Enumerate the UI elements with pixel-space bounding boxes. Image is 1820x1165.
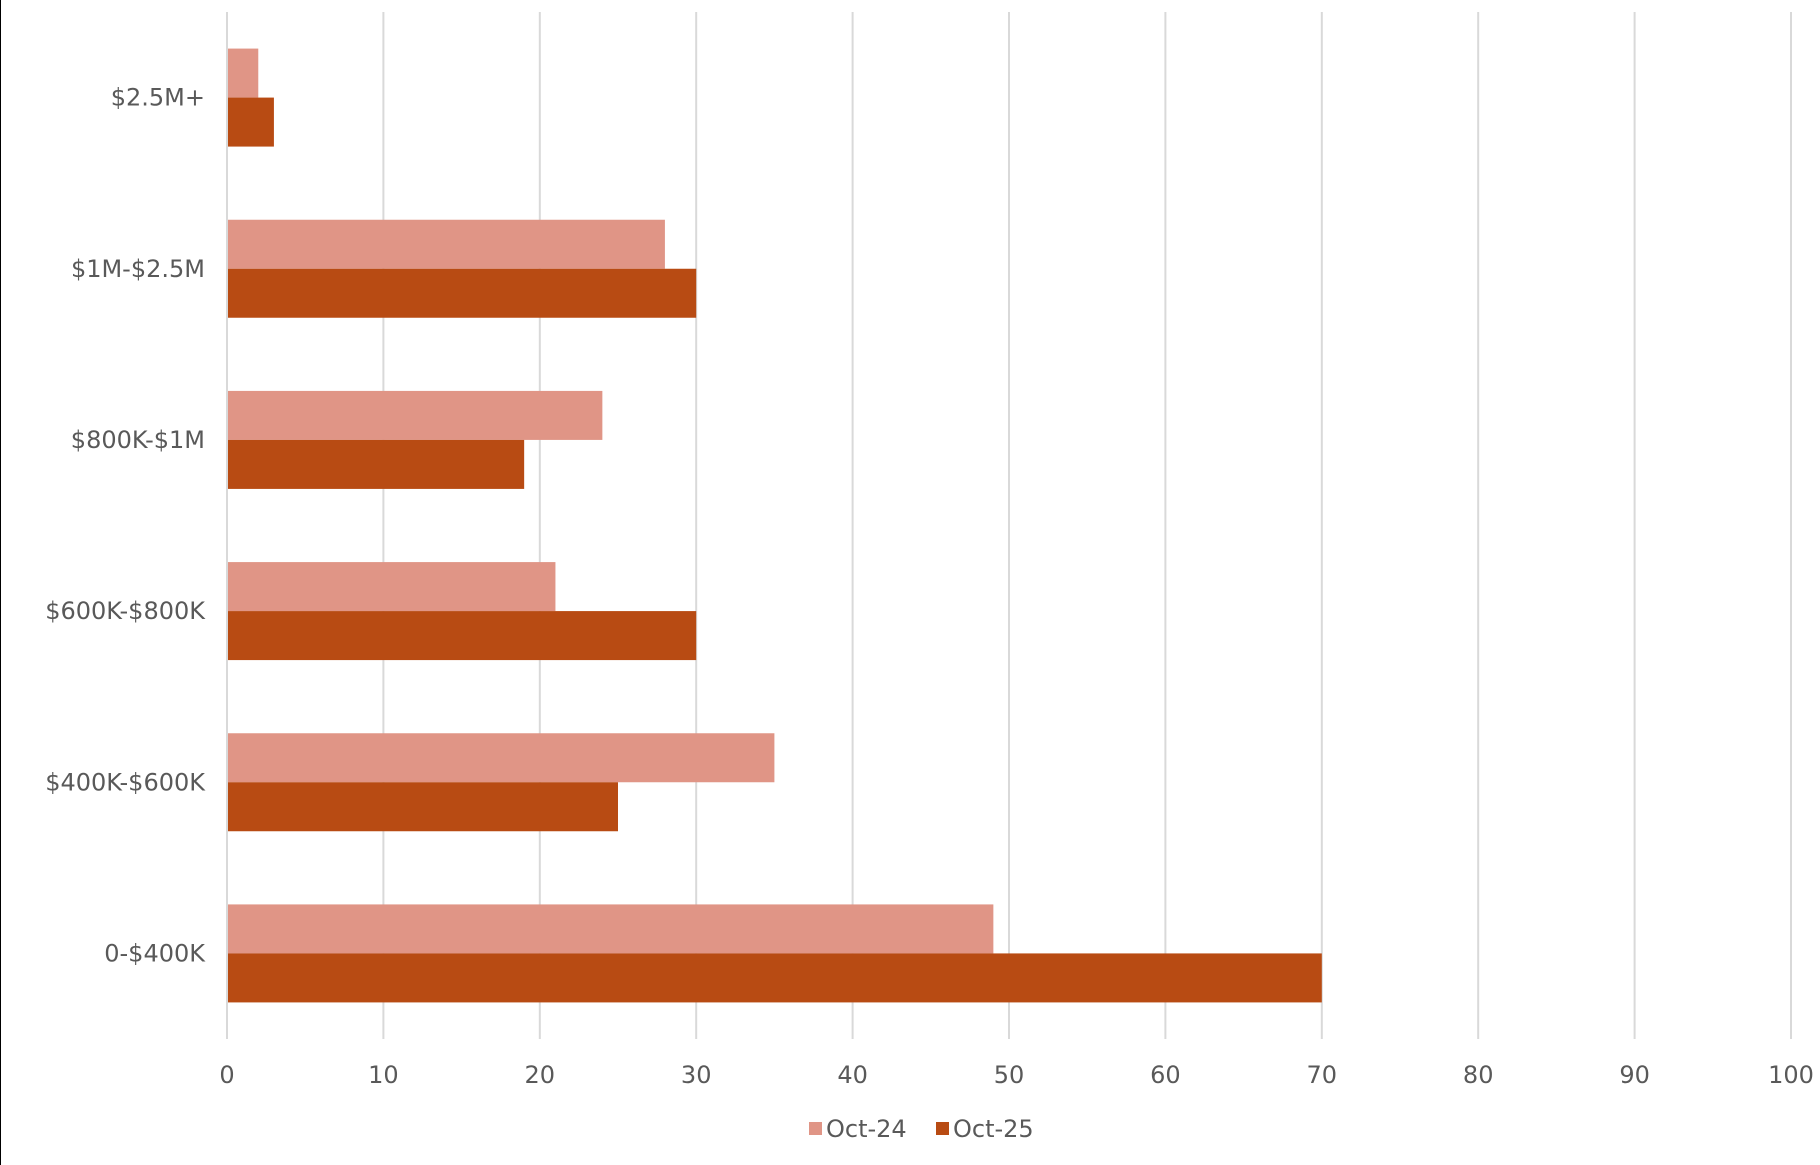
bars <box>227 48 1322 1003</box>
x-tick-label: 100 <box>1768 1061 1814 1089</box>
x-tick-label: 10 <box>368 1061 399 1089</box>
x-tick-label: 0 <box>219 1061 234 1089</box>
category-label: $800K-$1M <box>71 426 205 454</box>
x-tick-labels: 0 10 20 30 40 50 60 70 80 90 100 <box>219 1061 1814 1089</box>
bar-oct-24 <box>227 48 259 98</box>
bar-oct-24 <box>227 390 603 440</box>
x-tick-label: 30 <box>681 1061 712 1089</box>
x-tick-label: 60 <box>1150 1061 1181 1089</box>
bar-oct-25 <box>227 268 697 318</box>
x-tick-label: 90 <box>1619 1061 1650 1089</box>
x-tick-label: 20 <box>525 1061 556 1089</box>
category-labels: 0-$400K $400K-$600K $600K-$800K $800K-$1M $1… <box>45 84 206 968</box>
legend-swatch <box>809 1122 822 1135</box>
category-label: $600K-$800K <box>45 597 206 625</box>
category-label: $400K-$600K <box>45 768 206 796</box>
gridlines <box>382 12 1792 1039</box>
x-tick-label: 50 <box>994 1061 1025 1089</box>
category-label: $2.5M+ <box>111 84 205 112</box>
bar-oct-24 <box>227 733 775 783</box>
legend-label: Oct-24 <box>826 1115 907 1143</box>
category-label: $1M-$2.5M <box>71 255 205 283</box>
bar-oct-25 <box>227 611 697 661</box>
bar-oct-25 <box>227 439 525 489</box>
bar-oct-24 <box>227 562 556 612</box>
x-tick-label: 40 <box>837 1061 868 1089</box>
legend: Oct-24 Oct-25 <box>809 1115 1034 1143</box>
legend-label: Oct-25 <box>953 1115 1034 1143</box>
bar-oct-25 <box>227 782 618 832</box>
bar-oct-25 <box>227 953 1322 1003</box>
bar-oct-25 <box>227 97 274 147</box>
bar-oct-24 <box>227 219 665 269</box>
legend-swatch <box>936 1122 949 1135</box>
bar-oct-24 <box>227 904 994 954</box>
x-tick-label: 80 <box>1463 1061 1494 1089</box>
category-label: 0-$400K <box>104 939 206 967</box>
x-tick-label: 70 <box>1307 1061 1338 1089</box>
